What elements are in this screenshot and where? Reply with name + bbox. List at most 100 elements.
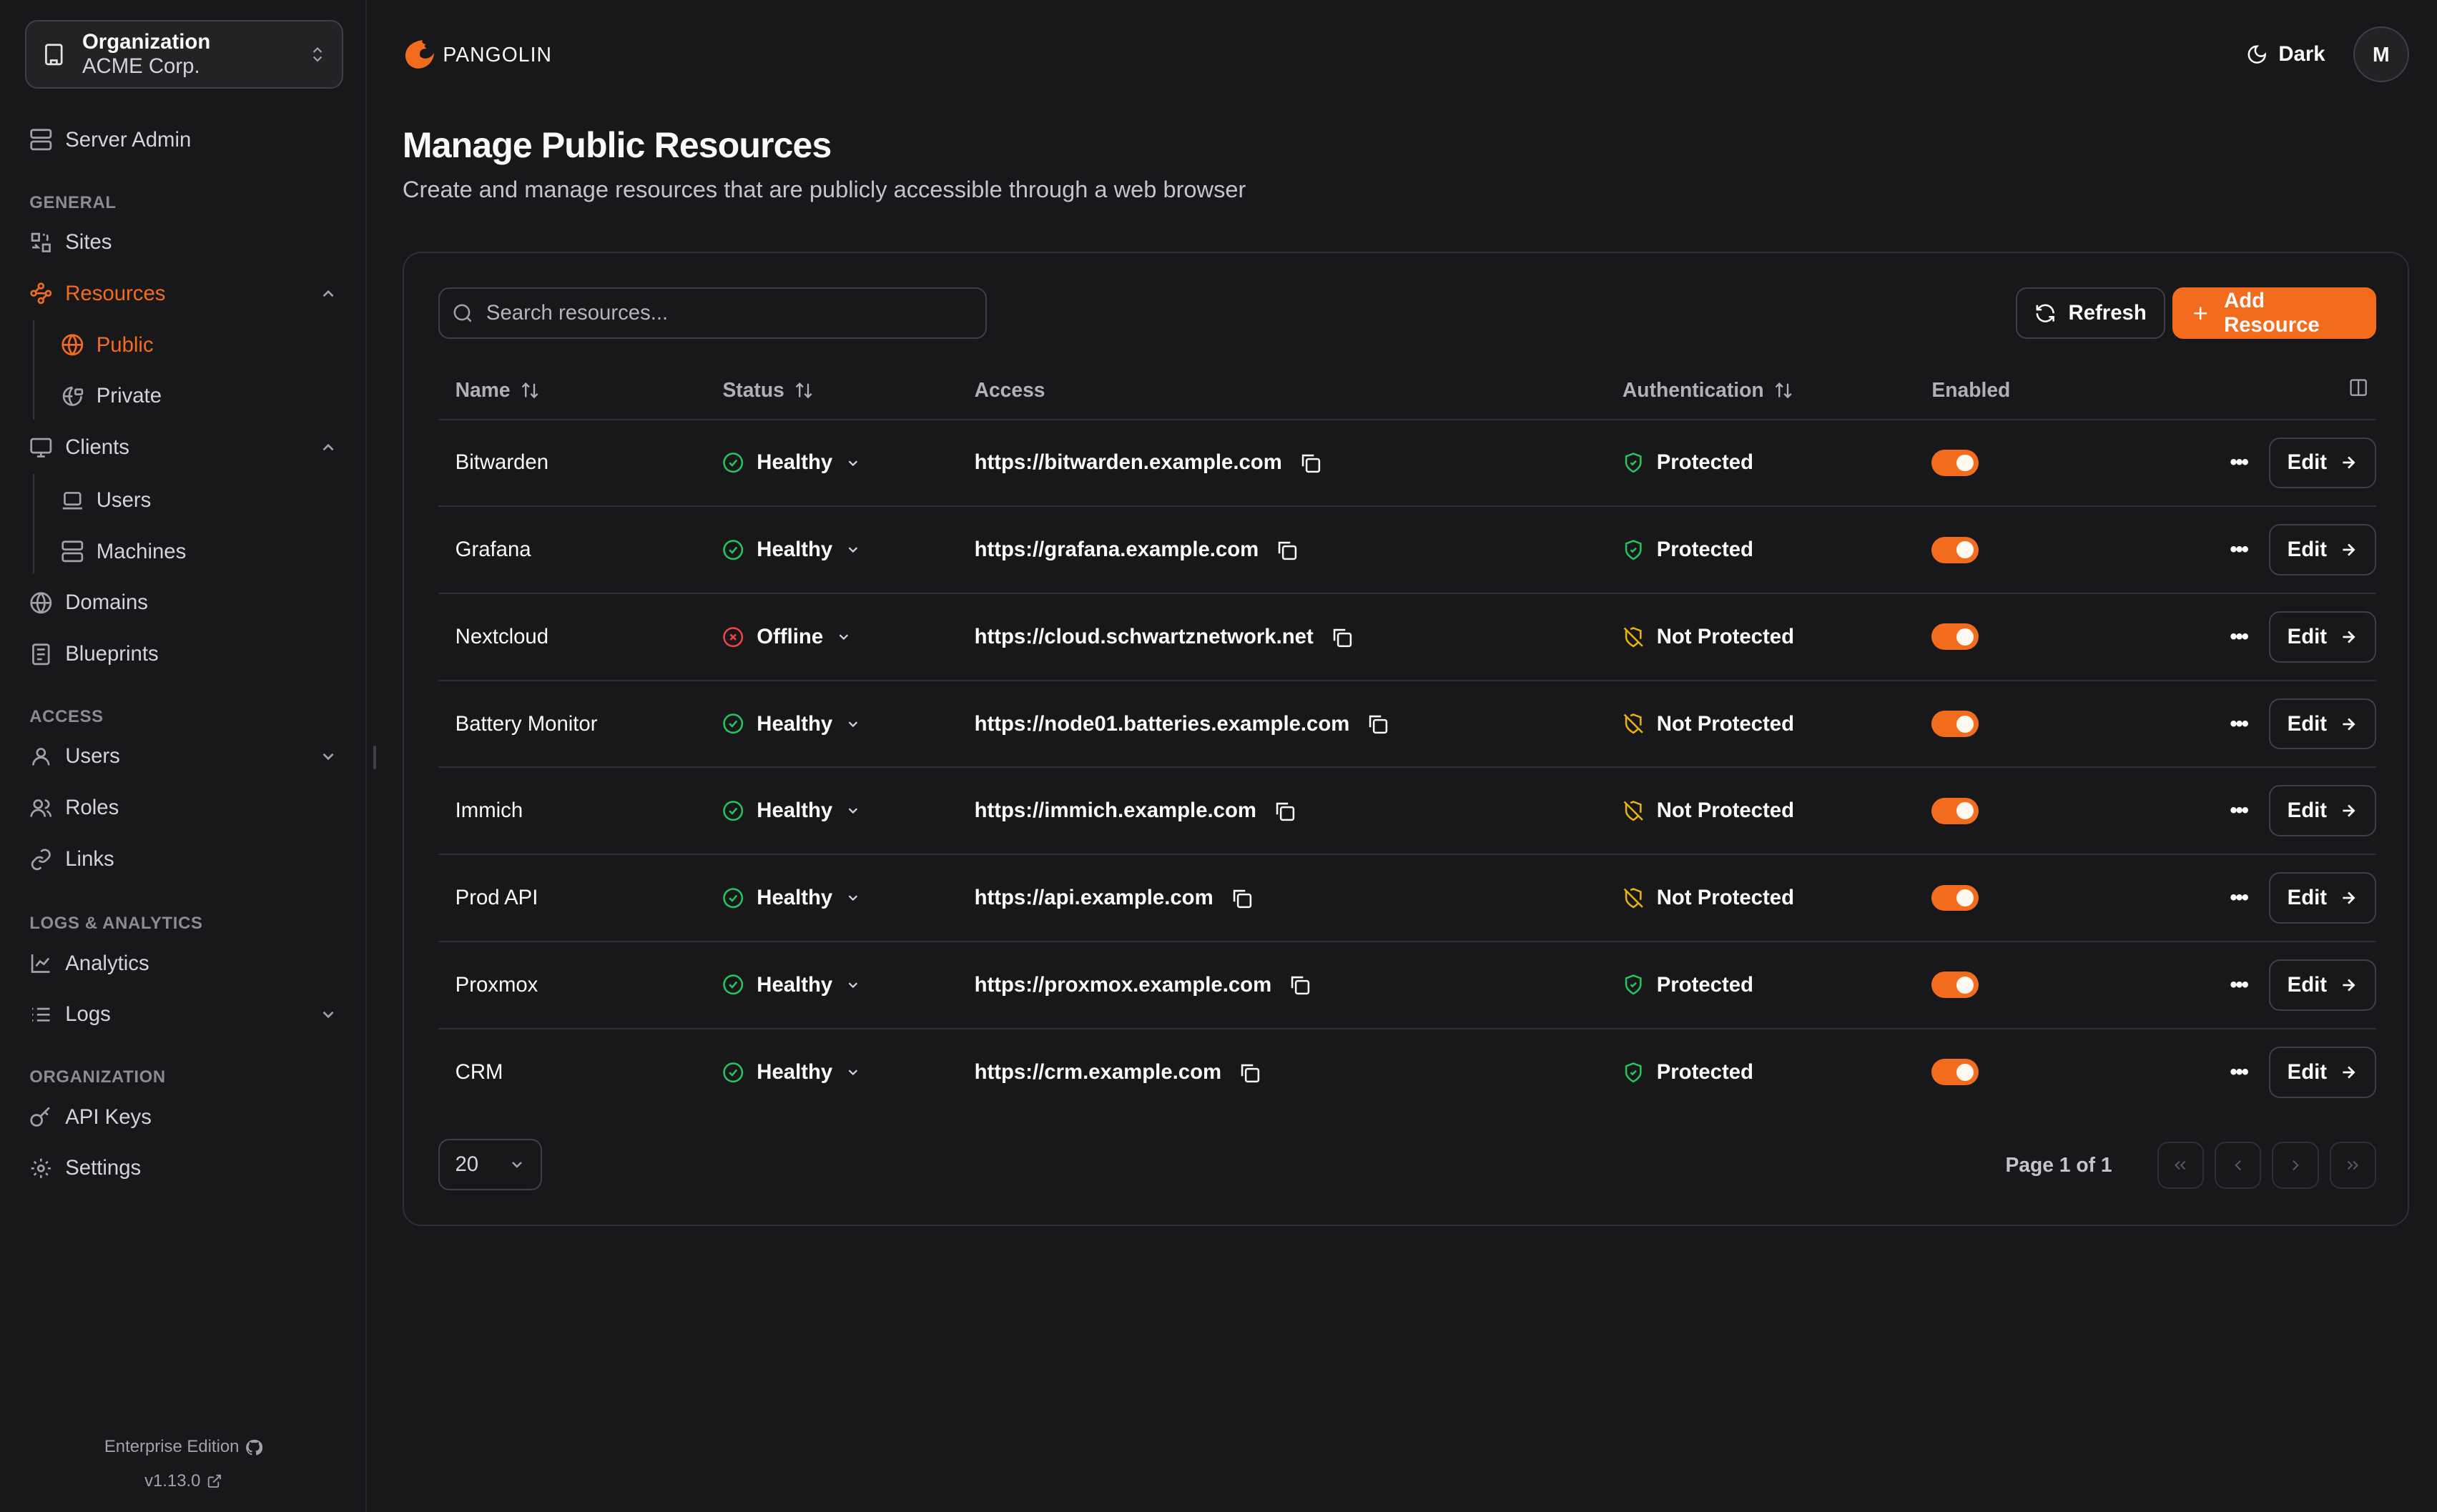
sidebar-item-clients[interactable]: Clients: [29, 432, 337, 463]
laptop-icon: [61, 489, 84, 513]
access-url[interactable]: https://proxmox.example.com: [974, 972, 1272, 997]
status-dropdown[interactable]: Healthy: [722, 799, 957, 823]
add-resource-button[interactable]: Add Resource: [2172, 287, 2377, 339]
theme-label: Dark: [2278, 42, 2325, 66]
more-icon[interactable]: •••: [2230, 886, 2249, 909]
sidebar-item-users[interactable]: Users: [29, 741, 337, 772]
access-url[interactable]: https://api.example.com: [974, 886, 1213, 909]
refresh-button[interactable]: Refresh: [2015, 287, 2165, 339]
building-icon: [42, 43, 66, 66]
edit-button[interactable]: Edit: [2269, 611, 2377, 663]
org-switcher[interactable]: Organization ACME Corp.: [24, 20, 344, 89]
sidebar-item-links[interactable]: Links: [29, 844, 337, 874]
copy-icon[interactable]: [1276, 539, 1297, 560]
status-dropdown[interactable]: Healthy: [722, 712, 957, 736]
sidebar-item-public[interactable]: Public: [61, 330, 338, 360]
resources-table: Name Status Access Authentication Enabled Bi…: [438, 362, 2377, 1115]
access-url[interactable]: https://grafana.example.com: [974, 538, 1259, 562]
sidebar-item-client-users[interactable]: Users: [61, 485, 338, 515]
more-icon[interactable]: •••: [2230, 799, 2249, 823]
status-dropdown[interactable]: Healthy: [722, 450, 957, 475]
copy-icon[interactable]: [1299, 452, 1321, 473]
more-icon[interactable]: •••: [2230, 538, 2249, 562]
more-icon[interactable]: •••: [2230, 450, 2249, 475]
copy-icon[interactable]: [1231, 887, 1252, 909]
edit-button[interactable]: Edit: [2269, 437, 2377, 489]
enabled-toggle[interactable]: [1931, 623, 1979, 651]
copy-icon[interactable]: [1331, 626, 1352, 648]
more-icon[interactable]: •••: [2230, 1059, 2249, 1084]
sidebar-resize-handle[interactable]: [373, 746, 376, 769]
last-page-button[interactable]: [2329, 1142, 2377, 1189]
key-icon: [29, 1105, 53, 1129]
sidebar-item-analytics[interactable]: Analytics: [29, 948, 337, 979]
copy-icon[interactable]: [1274, 800, 1295, 821]
enabled-toggle[interactable]: [1931, 1059, 1979, 1086]
search-input[interactable]: [486, 300, 973, 325]
enabled-toggle[interactable]: [1931, 972, 1979, 999]
avatar[interactable]: M: [2353, 26, 2409, 83]
column-header[interactable]: Name: [438, 362, 706, 420]
sidebar-item-machines[interactable]: Machines: [61, 536, 338, 567]
access-url[interactable]: https://cloud.schwartznetwork.net: [974, 624, 1314, 648]
first-page-button[interactable]: [2157, 1142, 2204, 1189]
edit-button[interactable]: Edit: [2269, 698, 2377, 750]
column-header[interactable]: Authentication: [1605, 362, 1915, 420]
more-icon[interactable]: •••: [2230, 711, 2249, 736]
access-url[interactable]: https://crm.example.com: [974, 1059, 1222, 1084]
version[interactable]: v1.13.0: [0, 1471, 367, 1491]
sidebar-item-roles[interactable]: Roles: [29, 792, 337, 823]
enabled-toggle[interactable]: [1931, 711, 1979, 738]
enabled-toggle[interactable]: [1931, 536, 1979, 563]
copy-icon[interactable]: [1367, 713, 1388, 734]
copy-icon[interactable]: [1239, 1062, 1260, 1083]
sidebar-item-logs[interactable]: Logs: [29, 999, 337, 1030]
edit-button[interactable]: Edit: [2269, 872, 2377, 924]
table-row: Bitwarden Healthy https://bitwarden.exam…: [438, 419, 2377, 508]
sidebar-item-api-keys[interactable]: API Keys: [29, 1102, 337, 1132]
moon-icon: [2246, 44, 2268, 65]
edit-button[interactable]: Edit: [2269, 959, 2377, 1011]
edit-button[interactable]: Edit: [2269, 1047, 2377, 1098]
column-label: Status: [722, 378, 784, 402]
sidebar-item-settings[interactable]: Settings: [29, 1153, 337, 1184]
sidebar-item-blueprints[interactable]: Blueprints: [29, 638, 337, 669]
edition[interactable]: Enterprise Edition: [0, 1437, 367, 1457]
status-dropdown[interactable]: Offline: [722, 625, 957, 649]
label: Machines: [96, 539, 187, 563]
access-url[interactable]: https://immich.example.com: [974, 799, 1256, 823]
copy-icon[interactable]: [1289, 974, 1310, 995]
status-dropdown[interactable]: Healthy: [722, 973, 957, 997]
edit-button[interactable]: Edit: [2269, 524, 2377, 576]
monitor-icon: [29, 436, 53, 460]
status-dropdown[interactable]: Healthy: [722, 1060, 957, 1084]
sidebar-item-sites[interactable]: Sites: [29, 227, 337, 257]
chart-line-icon: [29, 952, 53, 975]
sidebar-item-resources[interactable]: Resources: [29, 278, 337, 309]
page-size-select[interactable]: 20: [438, 1138, 543, 1190]
users-icon: [29, 796, 53, 820]
prev-page-button[interactable]: [2215, 1142, 2262, 1189]
sidebar-item-private[interactable]: Private: [61, 381, 338, 412]
table-row: Proxmox Healthy https://proxmox.example.…: [438, 941, 2377, 1029]
next-page-button[interactable]: [2272, 1142, 2319, 1189]
access-url[interactable]: https://bitwarden.example.com: [974, 450, 1282, 475]
enabled-toggle[interactable]: [1931, 450, 1979, 476]
label: Settings: [65, 1156, 142, 1180]
column-header[interactable]: Status: [705, 362, 957, 420]
enabled-toggle[interactable]: [1931, 884, 1979, 911]
access-url[interactable]: https://node01.batteries.example.com: [974, 711, 1350, 736]
theme-toggle[interactable]: Dark: [2246, 42, 2325, 66]
edit-button[interactable]: Edit: [2269, 785, 2377, 837]
more-icon[interactable]: •••: [2230, 624, 2249, 648]
sidebar-item-domains[interactable]: Domains: [29, 588, 337, 618]
columns-icon[interactable]: [2348, 377, 2368, 397]
edit-label: Edit: [2287, 972, 2328, 997]
search-box[interactable]: [438, 287, 987, 339]
more-icon[interactable]: •••: [2230, 972, 2249, 997]
status-dropdown[interactable]: Healthy: [722, 886, 957, 910]
enabled-toggle[interactable]: [1931, 797, 1979, 824]
sidebar-item-server-admin[interactable]: Server Admin: [29, 124, 337, 155]
chevrons-right-icon: [2343, 1156, 2362, 1175]
status-dropdown[interactable]: Healthy: [722, 538, 957, 562]
